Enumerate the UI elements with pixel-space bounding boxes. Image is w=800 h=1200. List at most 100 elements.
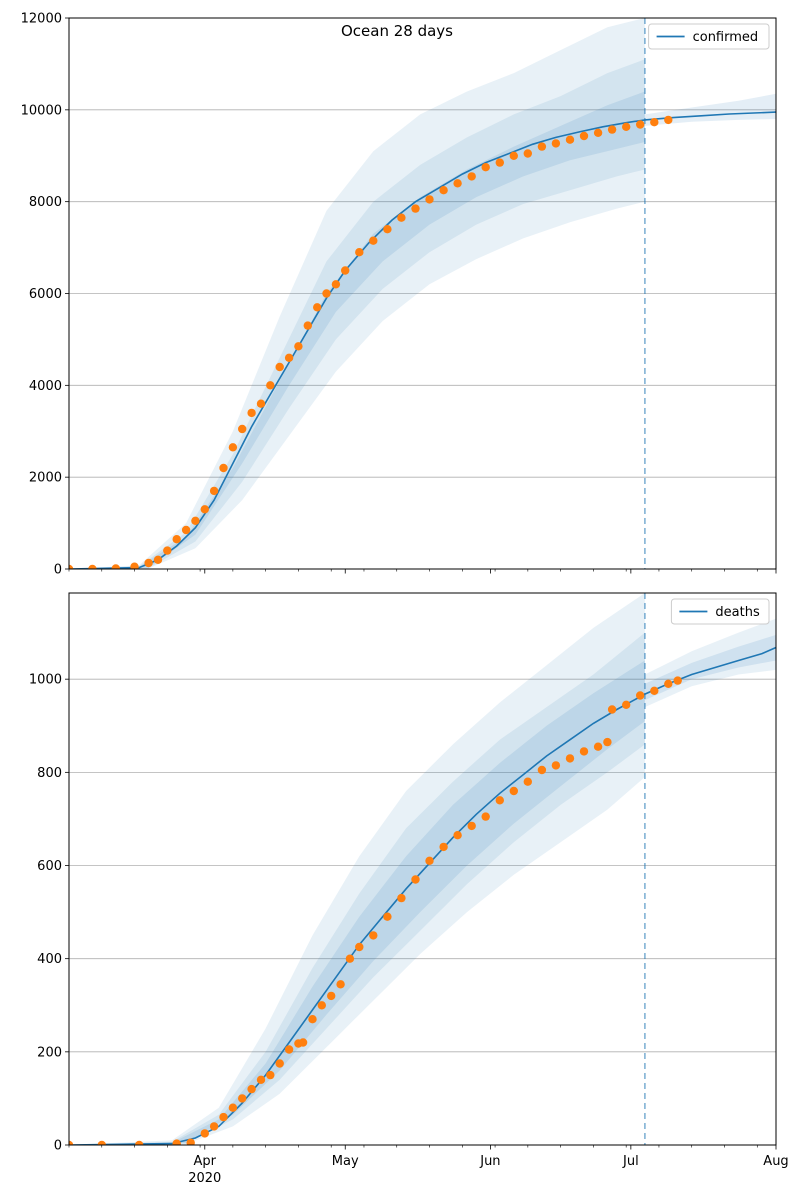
- y-tick-label: 10000: [21, 103, 62, 118]
- observed-point: [186, 1138, 195, 1145]
- x-tick-label: Jul: [622, 1154, 639, 1169]
- interval-outer-band: [69, 18, 645, 569]
- observed-point: [579, 131, 589, 141]
- observed-point: [523, 149, 532, 158]
- observed-point: [495, 158, 504, 167]
- observed-point: [453, 831, 462, 840]
- observed-point: [537, 765, 547, 775]
- observed-point: [411, 875, 420, 884]
- observed-point: [238, 1094, 247, 1103]
- y-tick-label: 200: [37, 1045, 62, 1060]
- observed-point: [565, 754, 575, 763]
- observed-point: [88, 564, 97, 569]
- observed-point: [298, 1038, 308, 1047]
- observed-point: [551, 761, 561, 770]
- observed-point: [664, 115, 673, 125]
- legend-label: deaths: [715, 605, 760, 620]
- observed-point: [537, 142, 547, 151]
- observed-point: [284, 353, 294, 362]
- interval-mid-band: [69, 59, 645, 569]
- observed-point: [495, 796, 504, 805]
- observed-point: [331, 280, 341, 289]
- confirmed-model-line: [69, 111, 776, 569]
- x-tick-label: Jun: [479, 1154, 500, 1169]
- observed-point: [69, 1140, 74, 1145]
- y-tick-label: 2000: [29, 471, 62, 486]
- observed-point: [275, 1059, 284, 1068]
- observed-point: [622, 700, 631, 709]
- observed-point: [153, 555, 163, 564]
- x-tick-label: Apr: [194, 1154, 217, 1169]
- observed-point: [369, 931, 378, 940]
- observed-point: [172, 1139, 181, 1145]
- observed-point: [636, 120, 645, 129]
- observed-point: [303, 321, 312, 330]
- observed-point: [322, 289, 331, 298]
- observed-point: [336, 980, 345, 989]
- observed-point: [481, 812, 490, 821]
- y-tick-label: 800: [37, 766, 62, 781]
- observed-point: [228, 1103, 238, 1112]
- observed-point: [200, 505, 209, 514]
- observed-point: [238, 424, 247, 434]
- observed-point: [266, 381, 275, 390]
- plot-area: [69, 18, 776, 569]
- observed-point: [317, 1001, 326, 1010]
- observed-point: [593, 742, 603, 751]
- observed-point: [607, 705, 617, 714]
- legend-box: [648, 23, 770, 50]
- observed-point: [383, 912, 392, 921]
- deaths-panel: 0 200 400 600 800 1000 Apr May Jun Jul Aug 2020 deat…: [29, 592, 789, 1186]
- interval-mid-band: [69, 632, 645, 1145]
- observed-point: [135, 1140, 144, 1145]
- observed-point: [565, 135, 575, 144]
- observed-point: [163, 546, 172, 555]
- observed-point: [579, 747, 589, 756]
- observed-point: [308, 1015, 317, 1024]
- y-tick-label: 600: [37, 859, 62, 874]
- y-tick-label: 12000: [21, 12, 62, 27]
- observed-point: [467, 821, 476, 831]
- legend: deaths: [670, 598, 770, 625]
- legend-box: [670, 598, 770, 625]
- observed-point: [453, 179, 462, 188]
- observed-point: [345, 954, 355, 963]
- interval-inner-band: [69, 660, 645, 1145]
- observed-point: [664, 679, 673, 688]
- observed-point: [383, 225, 392, 234]
- y-tick-label: 0: [54, 563, 62, 578]
- observed-point: [439, 186, 448, 195]
- observed-point: [397, 213, 406, 222]
- axes-frame: [68, 592, 777, 1146]
- observed-point: [551, 139, 561, 148]
- y-tick-label: 1000: [29, 673, 62, 688]
- observed-point: [481, 163, 490, 172]
- y-tick-label: 8000: [29, 195, 62, 210]
- observed-point: [191, 516, 200, 525]
- interval-inner-band: [69, 91, 645, 569]
- observed-point: [228, 443, 238, 452]
- observed-point: [425, 856, 434, 865]
- observed-point: [181, 525, 191, 535]
- observed-point: [209, 1122, 219, 1131]
- plot-area: [69, 593, 776, 1145]
- forecast-interval-outer-band: [644, 618, 776, 708]
- x-tick-label: Aug: [763, 1154, 788, 1169]
- observed-point: [397, 893, 406, 903]
- observed-point: [467, 172, 476, 181]
- observed-point: [369, 236, 378, 245]
- y-tick-label: 0: [54, 1139, 62, 1154]
- y-tick-label: 400: [37, 952, 62, 967]
- observed-point: [673, 676, 682, 685]
- observed-point: [313, 303, 322, 312]
- interval-outer-band: [69, 593, 645, 1145]
- confirmed-panel: 0 2000 4000 6000 8000 10000 12000 confirmed: [21, 12, 777, 578]
- observed-point: [97, 1140, 106, 1145]
- observed-point: [284, 1045, 294, 1054]
- observed-point: [294, 342, 303, 351]
- observed-point: [341, 266, 350, 275]
- legend-label: confirmed: [693, 30, 759, 45]
- observed-point: [209, 486, 219, 496]
- observed-point: [266, 1070, 275, 1080]
